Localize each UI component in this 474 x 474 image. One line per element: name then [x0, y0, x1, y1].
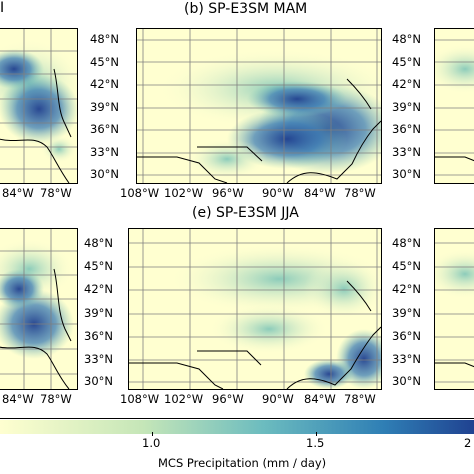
precip-field-a [0, 29, 77, 183]
panel-b-lon-label-102: 102°W [164, 186, 204, 200]
panel-e-lon-label-78: 78°W [344, 392, 376, 406]
panel-b-lat-label-42: 42°N [90, 77, 119, 91]
colorbar [0, 418, 474, 434]
panel-f-lat-label-30: 30°N [392, 374, 421, 388]
colorbar-tick-2 [316, 432, 317, 436]
panel-e-lon-label-96: 96°W [212, 392, 244, 406]
map-panel-c [434, 28, 474, 184]
precip-field-f [435, 229, 474, 389]
colorbar-tick-label-3: 2 [464, 436, 472, 450]
panel-b-title: (b) SP-E3SM MAM [184, 1, 308, 17]
map-panel-f [434, 228, 474, 390]
panel-c-lat-label-39: 39°N [392, 100, 421, 114]
panel-e-title: (e) SP-E3SM JJA [192, 205, 299, 221]
map-panel-e [128, 228, 382, 390]
panel-e-lat-label-39: 39°N [84, 306, 113, 320]
colorbar-tick-label-1: 1.0 [142, 436, 161, 450]
panel-f-lat-label-48: 48°N [392, 236, 421, 250]
panel-b-lon-label-108: 108°W [120, 186, 160, 200]
panel-f-lat-label-39: 39°N [392, 306, 421, 320]
precip-field-d [0, 229, 77, 389]
panel-b-lon-label-90: 90°W [262, 186, 294, 200]
precip-field-c [435, 29, 474, 183]
panel-e-lat-label-48: 48°N [84, 236, 113, 250]
panel-a-lon-label-2: 78°W [40, 186, 72, 200]
panel-e-lon-label-90: 90°W [262, 392, 294, 406]
precip-field-e [129, 229, 381, 389]
panel-b-lat-label-36: 36°N [90, 122, 119, 136]
panel-b-lat-label-30: 30°N [90, 167, 119, 181]
panel-f-lat-label-45: 45°N [392, 259, 421, 273]
panel-e-lat-label-33: 33°N [84, 352, 113, 366]
colorbar-tick-1 [152, 432, 153, 436]
panel-e-lat-label-45: 45°N [84, 259, 113, 273]
panel-e-lon-label-84: 84°W [304, 392, 336, 406]
panel-b-lon-label-96: 96°W [212, 186, 244, 200]
panel-c-lat-label-36: 36°N [392, 122, 421, 136]
panel-e-lat-label-42: 42°N [84, 282, 113, 296]
panel-e-lat-label-30: 30°N [84, 374, 113, 388]
map-panel-d [0, 228, 78, 390]
panel-b-lon-label-78: 78°W [344, 186, 376, 200]
panel-b-lat-label-48: 48°N [90, 32, 119, 46]
panel-c-lat-label-33: 33°N [392, 145, 421, 159]
panel-b-lat-label-33: 33°N [90, 145, 119, 159]
panel-d-lon-label-1: 84°W [2, 392, 34, 406]
panel-b-lat-label-39: 39°N [90, 100, 119, 114]
panel-e-lat-label-36: 36°N [84, 329, 113, 343]
panel-b-lat-label-45: 45°N [90, 55, 119, 69]
panel-b-lon-label-84: 84°W [304, 186, 336, 200]
panel-e-lon-label-108: 108°W [120, 392, 160, 406]
panel-c-lat-label-45: 45°N [392, 55, 421, 69]
map-panel-b [136, 28, 382, 184]
panel-a-title-fragment: I [0, 0, 5, 16]
colorbar-title: MCS Precipitation (mm / day) [158, 456, 327, 470]
panel-f-lat-label-33: 33°N [392, 352, 421, 366]
precip-field-b [137, 29, 381, 183]
colorbar-tick-label-2: 1.5 [306, 436, 325, 450]
map-panel-a [0, 28, 78, 184]
panel-a-lon-label-1: 84°W [2, 186, 34, 200]
panel-d-lon-label-2: 78°W [40, 392, 72, 406]
panel-c-lat-label-30: 30°N [392, 167, 421, 181]
panel-c-lat-label-42: 42°N [392, 77, 421, 91]
colorbar-gradient [0, 420, 474, 434]
panel-f-lat-label-36: 36°N [392, 329, 421, 343]
panel-c-lat-label-48: 48°N [392, 32, 421, 46]
panel-f-lat-label-42: 42°N [392, 282, 421, 296]
panel-e-lon-label-102: 102°W [164, 392, 204, 406]
